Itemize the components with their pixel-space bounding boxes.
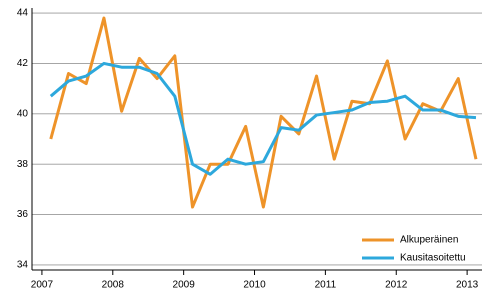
y-tick-label: 44	[17, 8, 29, 19]
legend-label: Kausitasoitettu	[400, 253, 466, 264]
x-tick-label: 2007	[31, 280, 54, 291]
x-tick-label: 2011	[315, 280, 337, 291]
x-tick-label: 2010	[243, 280, 266, 291]
series-line	[49, 16, 478, 209]
y-tick-label: 40	[17, 108, 29, 119]
y-tick-label: 42	[17, 58, 29, 69]
y-tick-label: 34	[17, 260, 29, 271]
x-tick-label: 2008	[102, 280, 125, 291]
x-tick-label: 2013	[456, 280, 479, 291]
y-tick-label: 36	[17, 209, 29, 220]
x-tick-label: 2009	[173, 280, 196, 291]
y-tick-label: 38	[17, 159, 29, 170]
series-line	[49, 61, 477, 176]
x-tick-label: 2012	[385, 280, 408, 291]
legend-label: Alkuperäinen	[400, 235, 458, 246]
